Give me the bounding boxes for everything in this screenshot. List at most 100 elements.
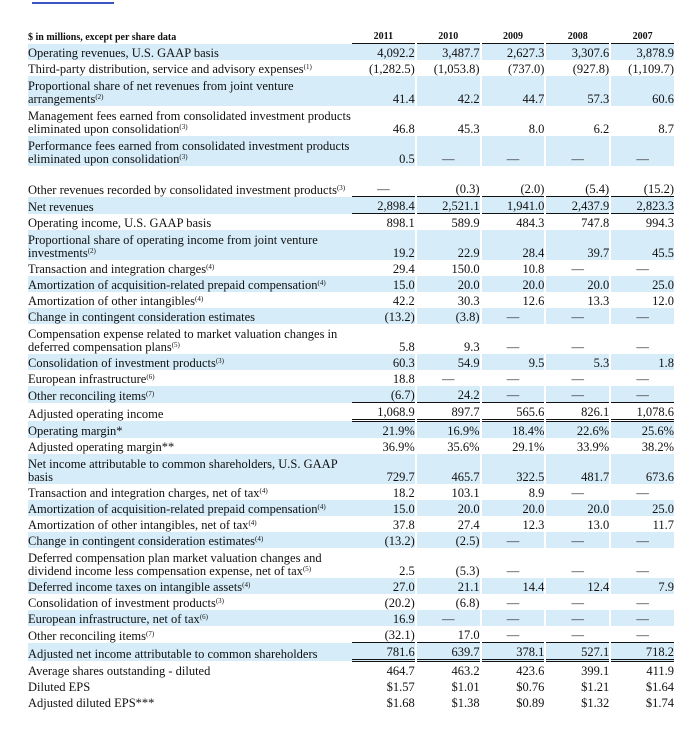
cell-value: 2,521.1 <box>416 196 480 214</box>
cell-value: 527.1 <box>546 642 610 662</box>
cell-value: — <box>481 610 545 626</box>
cell-value: — <box>611 136 674 166</box>
cell-value: (15.2) <box>643 182 674 196</box>
cell-value: 20.0 <box>481 500 545 516</box>
cell-value: 19.2 <box>352 230 415 260</box>
cell-value: 718.2 <box>611 642 674 662</box>
cell-value: 12.4 <box>546 578 610 594</box>
cell-value: — <box>506 340 520 354</box>
footnote-marker: (2) <box>87 247 96 255</box>
footnote-marker: (7) <box>146 629 155 638</box>
cell-value: 17.0 <box>457 628 480 642</box>
row-label: Net income attributable to common shareh… <box>28 454 352 484</box>
row-label: Transaction and integration charges, net… <box>28 484 352 500</box>
cell-value: 465.7 <box>416 454 480 484</box>
cell-value: — <box>441 372 455 386</box>
row-label: Amortization of other intangibles, net o… <box>28 516 352 532</box>
cell-value: 8.7 <box>658 122 674 136</box>
cell-value: 484.3 <box>516 216 545 230</box>
row-label-text: Change in contingent consideration estim… <box>28 534 256 548</box>
row-label-text: Net revenues <box>28 199 94 214</box>
cell-value: 2,627.3 <box>481 43 545 60</box>
table-row: Average shares outstanding - diluted 464.… <box>28 661 674 679</box>
table-row: Adjusted diluted EPS*** $1.68 $1.38 $0.89 $1… <box>28 694 674 710</box>
footnote-marker: (4) <box>255 535 264 543</box>
cell-value: — <box>571 372 585 386</box>
cell-value: $1.57 <box>386 680 415 694</box>
cell-value: — <box>571 262 585 276</box>
row-label-text: Deferred compensation plan market valuat… <box>28 551 322 578</box>
cell-value: — <box>416 610 480 626</box>
cell-value: 18.2 <box>392 486 415 500</box>
cell-value: 1,068.9 <box>352 402 415 422</box>
cell-value: $1.68 <box>386 696 415 710</box>
row-label-text: Operating margin* <box>28 424 123 438</box>
cell-value: (2.5) <box>416 532 480 548</box>
cell-value: — <box>481 532 545 548</box>
table-row: Proportional share of operating income f… <box>28 230 674 260</box>
row-label-text: Management fees earned from consolidated… <box>28 109 351 136</box>
cell-value: 2,437.9 <box>546 196 610 214</box>
row-label-text: Proportional share of operating income f… <box>28 233 318 260</box>
table-row: Compensation expense related to market v… <box>28 324 674 354</box>
table-row: Adjusted net income attributable to comm… <box>28 642 674 662</box>
row-label-text: Adjusted diluted EPS*** <box>28 696 155 710</box>
row-label-text: Compensation expense related to market v… <box>28 327 338 354</box>
cell-value: 150.0 <box>451 262 480 276</box>
row-label: Change in contingent consideration estim… <box>28 308 352 324</box>
row-label-text: Other reconciling items <box>28 388 147 403</box>
units-label: $ in millions, except per share data <box>28 31 177 43</box>
table-row: Other reconciling items(7) (32.1) 17.0 — — — <box>28 626 674 643</box>
cell-value: 10.8 <box>522 262 545 276</box>
cell-value: 35.6% <box>447 440 480 454</box>
cell-value: 994.3 <box>645 216 674 230</box>
cell-value: 22.6% <box>546 420 610 438</box>
year-header: 2008 <box>546 30 610 44</box>
cell-value: 37.8 <box>392 518 415 532</box>
cell-value: — <box>636 262 649 276</box>
row-label-text: Amortization of other intangibles <box>28 294 195 308</box>
cell-value: 25.0 <box>611 276 674 292</box>
cell-value: 21.9% <box>352 420 415 438</box>
cell-value: 16.9 <box>352 610 415 626</box>
row-label-text: Other reconciling items <box>28 628 147 643</box>
cell-value: 9.5 <box>481 354 545 370</box>
footnote-marker: (3) <box>336 183 346 192</box>
cell-value: 747.8 <box>581 216 610 230</box>
footnote-marker: (4) <box>248 519 257 527</box>
row-label-text: Amortization of acquisition-related prep… <box>28 502 318 516</box>
cell-value: $1.74 <box>645 696 674 710</box>
cell-value: (1,053.8) <box>433 62 480 76</box>
cell-value: 36.9% <box>382 440 415 454</box>
cell-value: — <box>636 628 649 642</box>
cell-value: 18.8 <box>392 372 415 386</box>
row-label-text: Proportional share of net revenues from … <box>28 79 294 106</box>
table-row: Change in contingent consideration estim… <box>28 308 674 324</box>
row-label-text: Change in contingent consideration estim… <box>28 310 256 324</box>
footnote-marker: (4) <box>194 295 204 303</box>
cell-value: 0.5 <box>352 136 415 166</box>
footnote-marker: (3) <box>215 357 225 365</box>
table-row: Management fees earned from consolidated… <box>28 106 674 136</box>
table-row: Amortization of other intangibles(4) 42.2… <box>28 292 674 308</box>
table-row: Change in contingent consideration estim… <box>28 532 674 548</box>
cell-value: 20.0 <box>546 276 610 292</box>
cell-value: 60.3 <box>352 354 415 370</box>
cell-value: — <box>506 564 520 578</box>
cell-value: (6.8) <box>455 596 480 610</box>
cell-value: — <box>636 596 649 610</box>
table-row: Other revenues recorded by consolidated … <box>28 166 674 197</box>
cell-value: — <box>506 596 520 610</box>
cell-value: — <box>546 136 610 166</box>
row-label: European infrastructure(6) <box>28 370 352 386</box>
cell-value: 60.6 <box>611 76 674 106</box>
cell-value: 29.4 <box>392 262 415 276</box>
cell-value: 21.1 <box>416 578 480 594</box>
footnote-marker: (6) <box>146 373 155 381</box>
cell-value: — <box>571 340 585 354</box>
table-row: Operating revenues, U.S. GAAP basis 4,092… <box>28 43 674 60</box>
cell-value: 46.8 <box>392 122 415 136</box>
cell-value: 29.1% <box>512 440 545 454</box>
row-label: Amortization of acquisition-related prep… <box>28 500 352 516</box>
footnote-marker: (3) <box>179 123 188 131</box>
